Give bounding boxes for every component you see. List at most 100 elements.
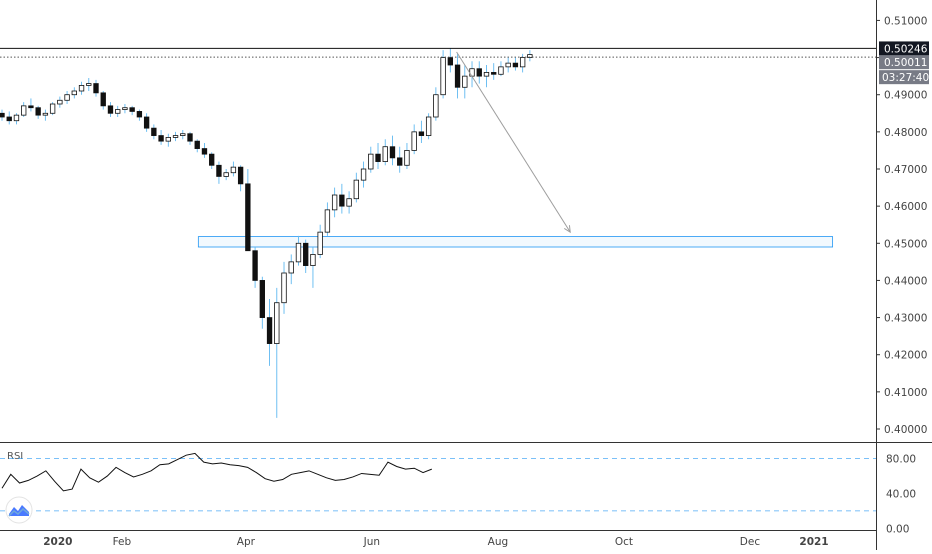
- candle-body: [404, 150, 410, 166]
- candle-body: [165, 137, 171, 142]
- candle-body: [209, 153, 215, 166]
- candle-body: [216, 164, 222, 177]
- candle-body: [6, 116, 12, 122]
- price-tick-label: 0.48000: [884, 127, 927, 139]
- candle-body: [498, 66, 504, 75]
- price-tick-label: 0.46000: [884, 201, 927, 213]
- candle-body: [71, 90, 77, 96]
- candle-body: [310, 254, 316, 266]
- candle-body: [252, 250, 258, 281]
- arrow-shaft: [456, 51, 571, 233]
- candle-body: [151, 127, 157, 136]
- candle-body: [281, 272, 287, 304]
- price-tick-label: 0.51000: [884, 15, 927, 27]
- candle-body: [339, 194, 345, 207]
- time-tick-label: Aug: [488, 536, 509, 548]
- candle-body: [418, 131, 425, 136]
- candle-body: [447, 57, 454, 66]
- candle-body: [86, 83, 92, 86]
- projection-arrow: [456, 51, 571, 234]
- candle-body: [512, 62, 519, 68]
- candle-body: [288, 261, 294, 274]
- candle-body: [360, 168, 367, 181]
- candle-body: [107, 105, 114, 114]
- candle-body: [245, 183, 251, 252]
- candle-body: [440, 57, 446, 96]
- candle-body: [295, 242, 302, 263]
- candle-body: [143, 116, 150, 129]
- candle-body: [64, 94, 70, 101]
- candle-body: [382, 146, 388, 162]
- price-tick-label: 0.40000: [884, 424, 927, 436]
- logo-icon: [5, 496, 33, 524]
- time-tick-label: Feb: [113, 536, 132, 548]
- candle-body: [122, 107, 128, 110]
- candle-body: [483, 72, 490, 77]
- candle-body: [172, 135, 179, 138]
- candle-body: [469, 68, 475, 77]
- rsi-title: RSI: [7, 451, 23, 462]
- countdown-label: 03:27:40: [882, 72, 929, 84]
- candle-body: [476, 68, 482, 77]
- time-tick-label: Jun: [363, 536, 380, 548]
- candle-body: [425, 116, 432, 136]
- candle-body: [223, 172, 229, 177]
- countdown-badge: [879, 70, 929, 85]
- candle-body: [93, 83, 99, 94]
- candle-body: [274, 302, 280, 344]
- price-tick-label: 0.42000: [884, 350, 927, 362]
- candle-body: [375, 153, 381, 162]
- candle-body: [28, 105, 34, 109]
- price-labels: 0.50246 0.50011 03:27:40: [879, 41, 929, 85]
- candle-body: [317, 231, 323, 255]
- candle-body: [158, 135, 164, 142]
- candle-body: [201, 148, 208, 155]
- price-tick-label: 0.41000: [884, 387, 927, 399]
- candle-body: [115, 109, 121, 114]
- time-tick-label: Dec: [740, 536, 761, 548]
- candle-body: [35, 107, 41, 116]
- candle-body: [433, 94, 439, 118]
- candles: [0, 48, 533, 418]
- candle-body: [230, 166, 237, 174]
- rsi-pane: RSI 80.00 40.00 0.00: [0, 451, 916, 535]
- candle-body: [397, 157, 403, 166]
- candle-body: [462, 75, 468, 88]
- price-tick-label: 0.43000: [884, 313, 927, 325]
- candle-body: [519, 57, 526, 68]
- candle-body: [78, 85, 85, 92]
- candle-body: [331, 194, 338, 211]
- candle-body: [411, 131, 417, 151]
- price-lines: [0, 47, 876, 58]
- candle-body: [100, 92, 106, 107]
- candle-body: [42, 112, 49, 116]
- candle-body: [266, 317, 273, 344]
- candle-body: [237, 166, 244, 185]
- last-price-badge: [879, 55, 929, 70]
- time-tick-label: 2021: [799, 536, 828, 548]
- candle-body: [505, 62, 511, 68]
- candle-body: [389, 146, 396, 159]
- high-line-label: 0.50246: [884, 43, 928, 55]
- candle-body: [129, 107, 135, 112]
- price-tick-label: 0.45000: [884, 238, 927, 250]
- candle-body: [13, 114, 20, 122]
- candle-body: [187, 133, 193, 142]
- zone-rect: [197, 236, 834, 248]
- support-zone: [197, 236, 834, 248]
- candle-body: [324, 209, 331, 233]
- arrow-head: [564, 225, 571, 234]
- candle-body: [259, 280, 265, 318]
- last-price-label: 0.50011: [884, 57, 927, 69]
- price-tick-label: 0.49000: [884, 90, 927, 102]
- rsi-line: [1, 452, 432, 492]
- rsi-tick-label: 80.00: [886, 454, 916, 466]
- candle-body: [353, 179, 359, 200]
- rsi-tick-label: 0.00: [886, 523, 909, 535]
- high-line-badge: [879, 41, 929, 56]
- candle-body: [49, 103, 56, 114]
- candle-body: [21, 105, 27, 116]
- candle-body: [180, 133, 186, 136]
